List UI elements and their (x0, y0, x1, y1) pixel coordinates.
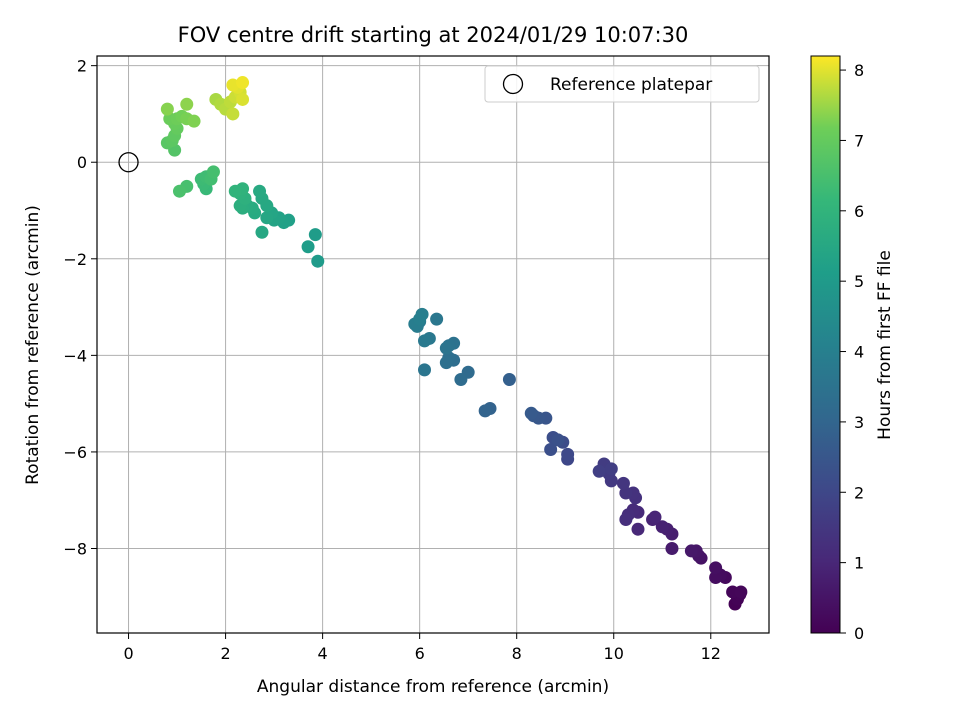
plot-frame (96, 55, 770, 634)
colorbar-tick-label: 3 (854, 413, 864, 432)
x-tick-label: 6 (415, 644, 425, 663)
data-point (226, 78, 240, 92)
colorbar-tick-label: 2 (854, 483, 864, 502)
data-points (160, 76, 748, 611)
colorbar-tick-label: 7 (854, 131, 864, 150)
data-point (413, 312, 427, 326)
legend-label: Reference platepar (550, 75, 712, 95)
y-tick-label: 0 (77, 153, 87, 172)
colorbar (810, 55, 841, 634)
data-point (592, 464, 606, 478)
data-point (226, 107, 240, 121)
data-point (301, 240, 315, 254)
data-point (160, 102, 174, 116)
data-point (551, 433, 565, 447)
reference-point (118, 152, 139, 173)
y-tick-label: −2 (63, 250, 87, 269)
data-point (655, 520, 669, 534)
x-tick-label: 2 (220, 644, 230, 663)
y-tick-label: −8 (63, 540, 87, 559)
y-tick-label: −6 (63, 443, 87, 462)
data-point (648, 510, 662, 524)
data-point (524, 406, 538, 420)
data-point (430, 312, 444, 326)
reference-marker (118, 152, 139, 173)
x-tick-label: 8 (512, 644, 522, 663)
colorbar-tick-label: 4 (854, 343, 864, 362)
data-point (454, 373, 468, 387)
data-point (616, 476, 630, 490)
y-tick-label: 2 (77, 57, 87, 76)
x-tick-label: 0 (123, 644, 133, 663)
colorbar-tick-label: 5 (854, 272, 864, 291)
x-tick-label: 10 (604, 644, 624, 663)
data-point (734, 585, 748, 599)
data-point (236, 76, 250, 90)
plot-background (97, 56, 769, 633)
data-point (236, 92, 250, 106)
data-point (439, 341, 453, 355)
data-point (418, 334, 432, 348)
x-axis-label: Angular distance from reference (arcmin) (257, 677, 609, 697)
colorbar-tick-label: 8 (854, 61, 864, 80)
data-point (260, 211, 274, 225)
data-point (619, 513, 633, 527)
legend-box (484, 65, 760, 103)
colorbar-tick-label: 0 (854, 624, 864, 643)
data-point (561, 447, 575, 461)
x-tick-label: 4 (318, 644, 328, 663)
x-tick-label: 12 (701, 644, 721, 663)
data-point (478, 404, 492, 418)
data-point (253, 184, 267, 198)
colorbar-tick-label: 6 (854, 202, 864, 221)
data-point (172, 184, 186, 198)
y-tick-label: −4 (63, 346, 87, 365)
data-point (206, 165, 220, 179)
data-point (418, 363, 432, 377)
data-point (631, 522, 645, 536)
data-point (544, 443, 558, 457)
data-point (187, 114, 201, 128)
colorbar-ticks: 0 1 2 3 4 5 6 7 8 (840, 61, 864, 643)
colorbar-label: Hours from first FF file (875, 250, 895, 440)
chart-title: FOV centre drift starting at 2024/01/29 … (178, 23, 689, 47)
y-axis-ticks: 2 0 −2 −4 −6 −8 (63, 57, 97, 559)
x-axis-ticks: 0 2 4 6 8 10 12 (123, 633, 721, 663)
data-point (665, 542, 679, 556)
data-point (709, 561, 723, 575)
legend: Reference platepar (484, 65, 760, 103)
data-point (311, 254, 325, 268)
legend-marker-icon (502, 73, 524, 95)
data-point (308, 228, 322, 242)
data-point (604, 462, 618, 476)
data-point (255, 225, 269, 239)
data-point (684, 544, 698, 558)
colorbar-tick-label: 1 (854, 554, 864, 573)
data-point (228, 184, 242, 198)
data-point (439, 356, 453, 370)
grid-lines (97, 56, 769, 633)
y-axis-label: Rotation from reference (arcmin) (23, 205, 43, 485)
data-point (709, 570, 723, 584)
data-point (180, 97, 194, 111)
data-point (502, 373, 516, 387)
